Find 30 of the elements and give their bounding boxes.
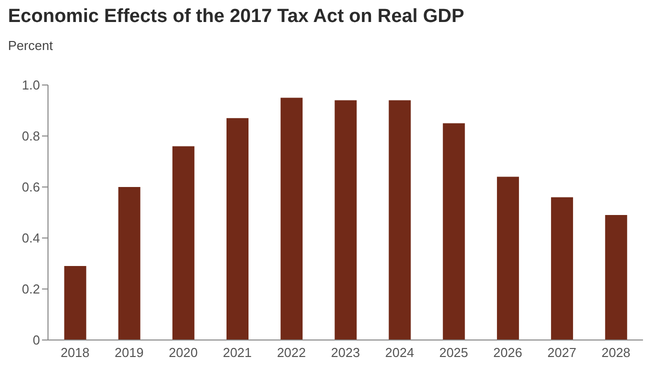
y-tick-label: 0.8 bbox=[22, 128, 40, 144]
bar bbox=[226, 118, 248, 340]
bar bbox=[334, 100, 357, 340]
x-tick-label: 2023 bbox=[331, 345, 360, 360]
x-tick-label: 2018 bbox=[60, 345, 90, 360]
y-tick-label: 0 bbox=[32, 332, 40, 348]
x-tick-label: 2021 bbox=[222, 345, 252, 360]
bar bbox=[280, 98, 303, 340]
bar bbox=[118, 187, 140, 340]
bar bbox=[442, 123, 465, 340]
y-tick-label: 0.4 bbox=[22, 230, 40, 246]
x-tick-label: 2020 bbox=[168, 345, 198, 360]
y-tick-label: 0.2 bbox=[22, 282, 40, 297]
x-tick-label: 2027 bbox=[547, 345, 576, 360]
x-tick-label: 2026 bbox=[493, 345, 522, 360]
chart-title: Economic Effects of the 2017 Tax Act on Real GDP bbox=[8, 6, 464, 28]
y-axis-title: Percent bbox=[8, 38, 53, 53]
bar bbox=[551, 197, 574, 340]
x-tick-label: 2025 bbox=[439, 345, 468, 360]
x-tick-label: 2019 bbox=[114, 345, 144, 360]
bar bbox=[172, 146, 194, 340]
bar bbox=[388, 100, 411, 340]
bar bbox=[496, 176, 519, 340]
y-tick-label: 1.0 bbox=[22, 78, 40, 93]
x-tick-label: 2022 bbox=[276, 345, 306, 360]
x-tick-label: 2028 bbox=[601, 345, 630, 360]
y-tick-label: 0.6 bbox=[22, 180, 40, 195]
bar bbox=[605, 215, 628, 340]
x-tick-label: 2024 bbox=[385, 345, 414, 360]
bar bbox=[64, 266, 86, 340]
